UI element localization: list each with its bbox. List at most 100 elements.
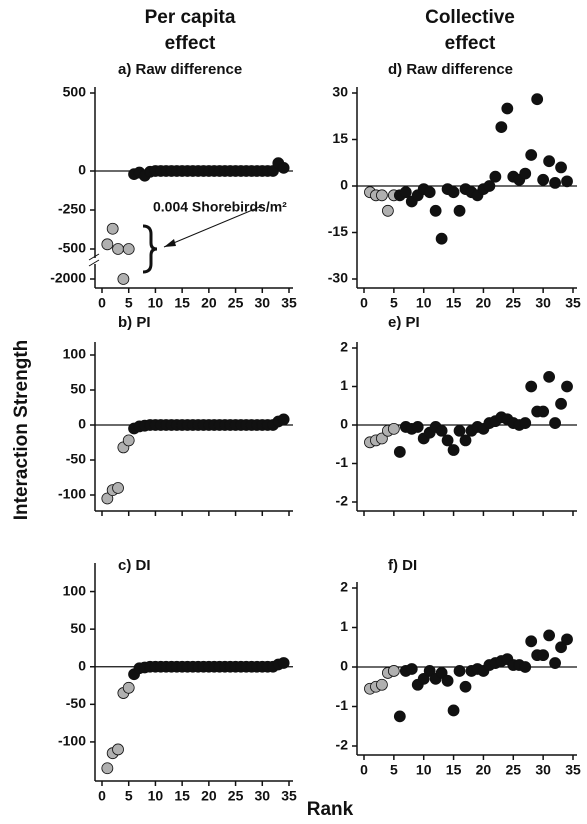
point <box>112 482 124 494</box>
point <box>519 417 532 429</box>
point <box>537 405 550 418</box>
point <box>537 649 550 662</box>
point <box>495 121 508 133</box>
point <box>459 434 472 447</box>
point <box>453 665 466 677</box>
x-tick-label: 15 <box>446 295 462 311</box>
point <box>519 167 532 180</box>
point <box>561 380 573 393</box>
x-tick-label: 5 <box>125 295 133 311</box>
x-tick-label: 20 <box>201 788 217 804</box>
x-tick-label: 5 <box>125 788 133 804</box>
point <box>447 704 460 717</box>
point <box>122 681 135 694</box>
point <box>501 102 514 115</box>
panel-title: b) PI <box>118 314 151 331</box>
y-tick-label: 50 <box>70 381 86 397</box>
x-tick-label: 35 <box>281 788 297 804</box>
x-tick-label: 30 <box>535 295 551 311</box>
y-tick-label: 2 <box>340 339 348 355</box>
point <box>543 370 556 383</box>
point <box>112 743 124 756</box>
x-tick-label: 0 <box>360 295 368 311</box>
panel-title: d) Raw difference <box>388 61 513 78</box>
y-tick-label: -100 <box>58 486 86 502</box>
y-tick-label: 2 <box>340 579 348 595</box>
y-tick-label: 500 <box>63 84 87 100</box>
y-tick-label: 1 <box>340 618 348 634</box>
x-tick-label: 25 <box>228 295 244 311</box>
y-tick-label: -50 <box>66 695 86 711</box>
x-tick-label: 15 <box>446 762 462 778</box>
point <box>423 186 436 199</box>
point <box>435 232 448 245</box>
point <box>453 424 466 437</box>
point <box>405 663 418 675</box>
y-tick-label: 0 <box>78 162 86 178</box>
brace <box>142 224 158 274</box>
point <box>387 665 400 677</box>
point <box>555 641 567 654</box>
point <box>423 665 436 677</box>
x-tick-label: 10 <box>148 295 164 311</box>
axis-break <box>89 258 101 264</box>
panel-title: c) DI <box>118 557 151 574</box>
point <box>549 176 561 189</box>
y-tick-label: 1 <box>340 377 348 393</box>
x-tick-label: 10 <box>416 295 432 311</box>
x-tick-label: 20 <box>476 762 492 778</box>
point <box>393 446 406 458</box>
column-title: effect <box>165 33 216 54</box>
x-tick-label: 20 <box>201 295 217 311</box>
point <box>429 204 442 217</box>
point <box>122 434 135 447</box>
point <box>483 180 496 192</box>
y-tick-label: 100 <box>63 582 87 598</box>
column-title: effect <box>445 33 496 54</box>
point <box>549 417 561 429</box>
x-tick-label: 10 <box>148 788 164 804</box>
panel-title: e) PI <box>388 314 420 331</box>
x-tick-label: 5 <box>390 295 398 311</box>
point <box>277 657 290 669</box>
point <box>435 667 448 679</box>
point <box>459 680 472 693</box>
y-tick-label: -500 <box>58 240 86 256</box>
annotation: 0.004 Shorebirds/m² <box>153 199 287 215</box>
point <box>101 762 114 775</box>
x-tick-label: 5 <box>390 762 398 778</box>
x-tick-label: 35 <box>565 762 581 778</box>
column-title: Per capita <box>145 7 236 28</box>
x-axis-label: Rank <box>307 799 354 820</box>
y-tick-label: -2000 <box>50 270 86 286</box>
y-tick-label: -50 <box>66 451 86 467</box>
point <box>435 424 448 437</box>
y-tick-label: 0 <box>340 658 348 674</box>
point <box>555 397 567 410</box>
y-tick-label: -100 <box>58 733 86 749</box>
point <box>441 674 454 687</box>
point <box>277 413 290 426</box>
point <box>519 661 532 673</box>
x-tick-label: 15 <box>174 295 190 311</box>
y-tick-label: 0 <box>340 177 348 193</box>
point <box>122 243 135 255</box>
point <box>376 432 388 445</box>
x-tick-label: 10 <box>416 762 432 778</box>
point <box>447 186 460 199</box>
point <box>561 175 573 188</box>
y-tick-label: -250 <box>58 201 86 217</box>
x-tick-label: 15 <box>174 788 190 804</box>
point <box>117 273 130 285</box>
y-tick-label: -30 <box>328 270 348 286</box>
point <box>101 492 114 505</box>
x-tick-label: 30 <box>254 788 270 804</box>
x-tick-label: 35 <box>281 295 297 311</box>
point <box>531 93 544 106</box>
point <box>489 170 502 183</box>
y-tick-label: -1 <box>336 697 349 713</box>
y-tick-label: 30 <box>332 84 348 100</box>
point <box>393 710 406 723</box>
y-tick-label: 50 <box>70 620 86 636</box>
point <box>399 186 412 199</box>
